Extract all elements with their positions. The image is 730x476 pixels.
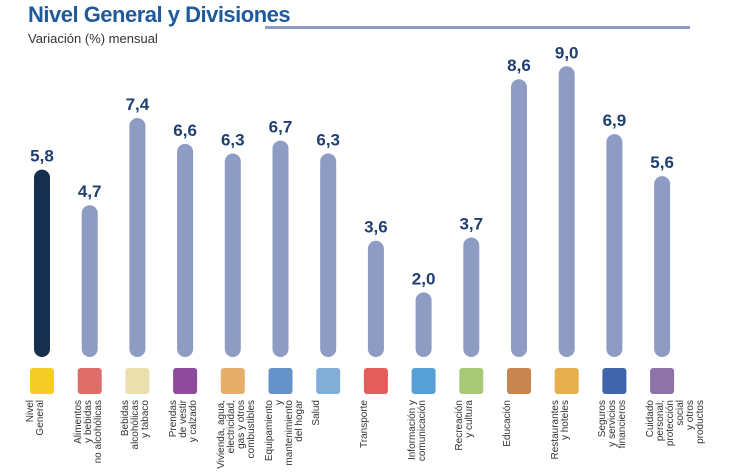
bank-icon — [602, 368, 627, 394]
bar — [81, 205, 98, 357]
category-label: Nivel General — [25, 400, 46, 436]
value-label: 2,0 — [412, 269, 436, 288]
bar — [463, 237, 480, 357]
chart-title: Nivel General y Divisiones — [28, 2, 291, 27]
value-label: 3,7 — [459, 214, 483, 233]
category-label: Información y comunicación — [406, 400, 428, 462]
value-label: 4,7 — [78, 182, 102, 201]
category-label: Prendas de vestir y calzado — [168, 400, 200, 443]
category-label: Educación — [502, 400, 513, 447]
house-icon — [220, 368, 245, 394]
category-label: Seguros y servicios financieros — [597, 400, 629, 449]
personal-care-icon — [650, 368, 675, 394]
category-label: Restaurantes y hoteles — [549, 400, 571, 460]
bar — [177, 143, 194, 357]
category-label: Equipamiento y mantenimiento del hogar — [263, 400, 305, 466]
restaurant-icon — [554, 368, 579, 394]
value-label: 6,7 — [269, 118, 293, 137]
bar — [367, 240, 384, 357]
bar — [511, 79, 527, 357]
value-label: 8,6 — [507, 56, 531, 75]
category-label: Bebidas alcohólicas y tabaco — [120, 400, 152, 450]
transport-icon — [363, 368, 388, 394]
value-label: 6,3 — [316, 131, 340, 150]
bar — [606, 134, 623, 357]
value-label: 9,0 — [555, 43, 579, 62]
category-label: Recreación y cultura — [454, 400, 476, 451]
category-label: Alimentos y bebidas no alcohólicas — [72, 400, 104, 464]
washing-machine-icon — [268, 368, 293, 394]
bar — [129, 117, 146, 357]
value-label: 6,3 — [221, 131, 245, 150]
food-icon — [77, 368, 102, 394]
value-label: 5,8 — [30, 147, 54, 166]
bar — [34, 169, 50, 357]
bar — [415, 292, 432, 357]
bar — [272, 140, 289, 357]
bottles-icon — [125, 368, 150, 394]
bar — [320, 153, 337, 357]
clothing-icon — [173, 368, 198, 394]
value-label: 6,9 — [603, 111, 627, 130]
value-label: 7,4 — [126, 95, 150, 114]
doctor-icon — [316, 368, 341, 394]
category-label: Transporte — [358, 400, 370, 448]
category-label: Salud — [311, 400, 323, 426]
school-icon — [507, 368, 531, 394]
value-label: 6,6 — [173, 121, 197, 140]
ipc-ba-logo-icon — [30, 368, 54, 394]
bar — [558, 66, 575, 358]
theater-masks-icon — [459, 368, 484, 394]
value-label: 3,6 — [364, 218, 388, 237]
computer-icon — [411, 368, 436, 394]
bar — [224, 153, 241, 357]
category-label: Cuidado personal, protección social y ot… — [645, 400, 707, 447]
bar — [654, 176, 671, 357]
chart-subtitle: Variación (%) mensual — [28, 31, 158, 46]
category-label: Vivienda, agua, electricidad, gas y otro… — [215, 400, 257, 469]
value-label: 5,6 — [650, 153, 674, 172]
title-rule — [265, 26, 690, 29]
